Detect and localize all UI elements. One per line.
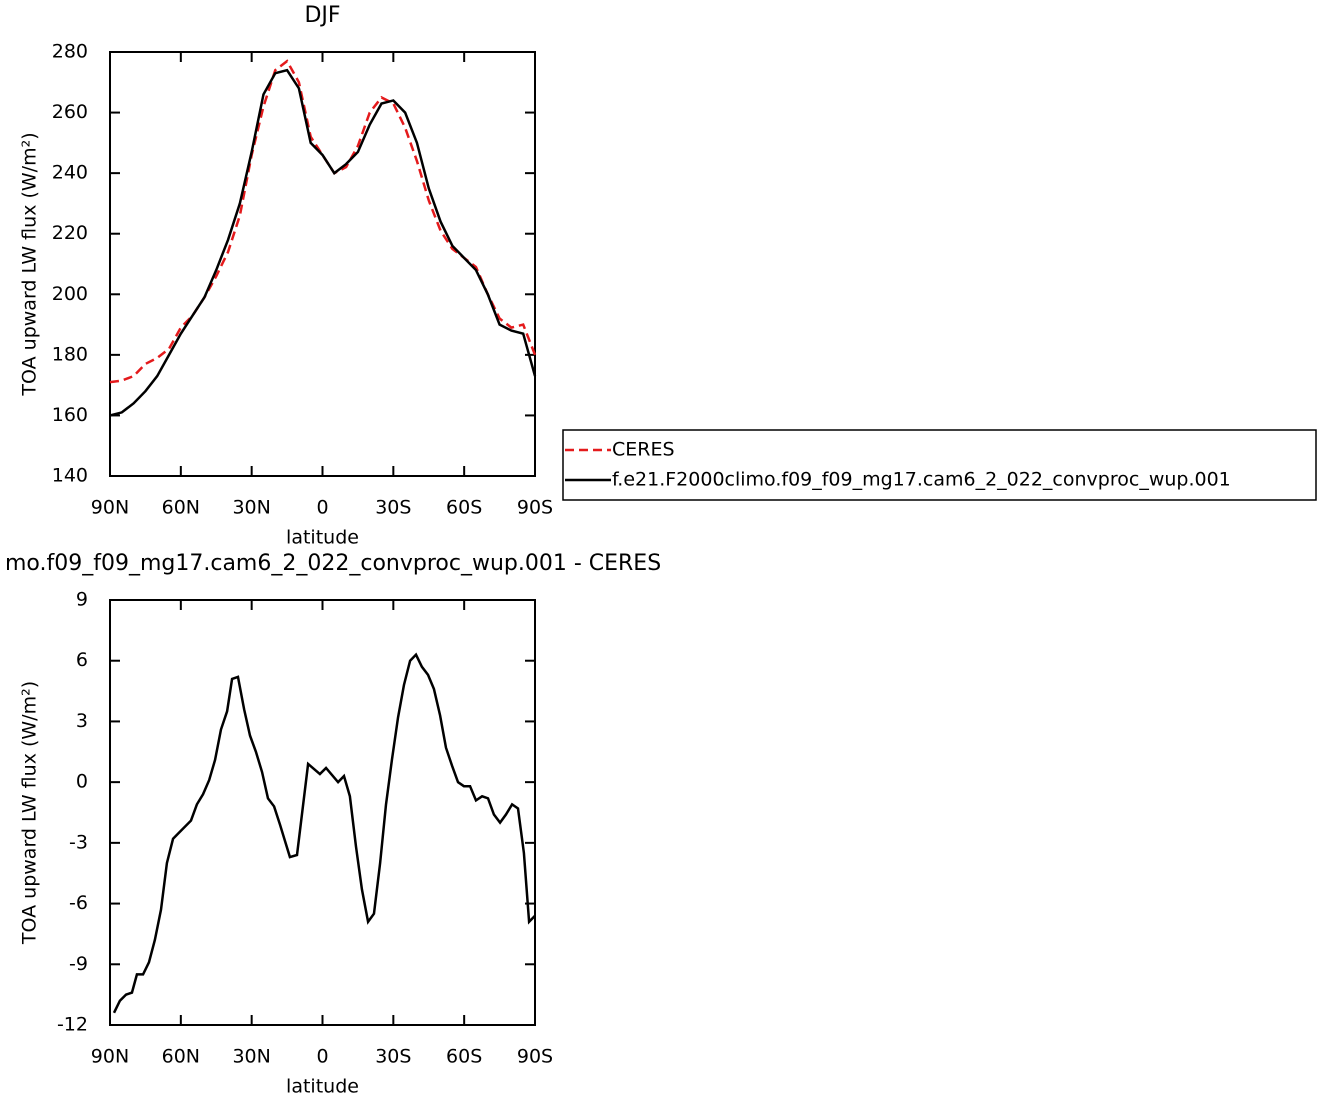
x-tick-label: 60N (162, 1046, 200, 1068)
y-tick-label: -12 (57, 1014, 88, 1036)
x-axis-label: latitude (286, 527, 359, 549)
legend-label: CERES (612, 439, 675, 461)
y-tick-label: 160 (52, 404, 88, 426)
y-axis-label: TOA upward LW flux (W/m²) (19, 681, 41, 945)
x-tick-label: 30N (232, 1046, 270, 1068)
x-tick-label: 90N (91, 497, 129, 519)
y-axis-label: TOA upward LW flux (W/m²) (19, 132, 41, 396)
y-tick-label: 280 (52, 41, 88, 63)
chart-title: DJF (304, 3, 340, 28)
x-tick-label: 30S (375, 1046, 411, 1068)
chart-title: mo.f09_f09_mg17.cam6_2_022_convproc_wup.… (5, 551, 661, 576)
y-tick-label: 3 (76, 710, 88, 732)
x-tick-label: 0 (316, 1046, 328, 1068)
x-tick-label: 60S (446, 497, 482, 519)
data-line (112, 652, 536, 1014)
x-axis-label: latitude (286, 1076, 359, 1098)
y-tick-label: -6 (69, 892, 88, 914)
x-tick-label: 90S (517, 1046, 553, 1068)
y-tick-label: 240 (52, 162, 88, 184)
y-tick-label: 220 (52, 222, 88, 244)
legend-label: f.e21.F2000climo.f09_f09_mg17.cam6_2_022… (612, 469, 1231, 491)
y-tick-label: 0 (76, 771, 88, 793)
y-tick-label: 200 (52, 283, 88, 305)
y-tick-label: 9 (76, 589, 88, 611)
plot-frame (109, 599, 536, 1026)
x-tick-label: 0 (316, 497, 328, 519)
data-line (109, 59, 537, 384)
y-tick-label: 140 (52, 465, 88, 487)
y-tick-label: -9 (69, 953, 88, 975)
x-tick-label: 90N (91, 1046, 129, 1068)
x-tick-label: 60N (162, 497, 200, 519)
y-tick-label: 180 (52, 343, 88, 365)
data-line (109, 68, 537, 417)
y-tick-label: 6 (76, 649, 88, 671)
x-tick-label: 30N (232, 497, 270, 519)
x-tick-label: 90S (517, 497, 553, 519)
x-tick-label: 60S (446, 1046, 482, 1068)
y-tick-label: 260 (52, 101, 88, 123)
x-tick-label: 30S (375, 497, 411, 519)
legend-box (562, 429, 1317, 501)
y-tick-label: -3 (69, 831, 88, 853)
